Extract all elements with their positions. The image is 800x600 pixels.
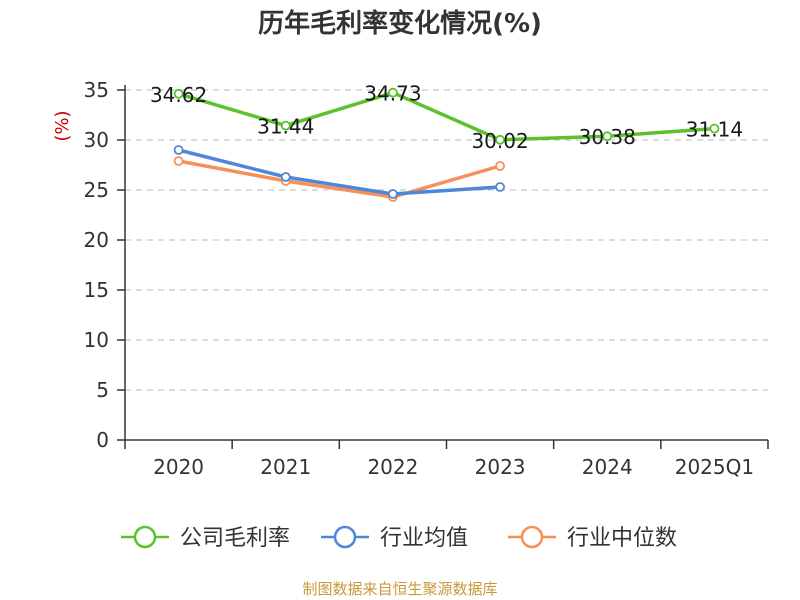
y-tick-label-10: 10: [84, 328, 109, 352]
source-note: 制图数据来自恒生聚源数据库: [302, 580, 497, 598]
data-label-2021: 31.44: [257, 115, 314, 139]
series-0: [173, 87, 720, 145]
data-labels: 34.62 31.44 34.73 30.02 30.38 31.14: [150, 82, 743, 153]
data-label-2024: 30.38: [579, 125, 636, 149]
series-0-point-2021: [280, 120, 291, 131]
series-0-point-2023: [495, 134, 505, 145]
series-1-point-2021: [280, 172, 291, 182]
series-0-point-2022: [388, 87, 398, 98]
y-tick-label-20: 20: [84, 228, 109, 252]
x-tick-label-2020: 2020: [153, 455, 204, 479]
series-lines: [173, 87, 720, 202]
x-tick-label-2025Q1: 2025Q1: [675, 455, 754, 479]
x-tick-label-2022: 2022: [367, 455, 418, 479]
legend-marker-2: [520, 525, 544, 549]
legend-label-1: 行业均值: [380, 526, 468, 551]
series-2-point-2020: [173, 156, 184, 166]
legend: 公司毛利率 行业均值 行业中位数: [121, 525, 677, 551]
y-tick-label-35: 35: [84, 78, 109, 102]
series-0-point-2024: [602, 131, 613, 142]
grid-lines: [125, 89, 768, 391]
series-1-point-2022: [388, 189, 398, 199]
y-tick-label-5: 5: [96, 378, 109, 402]
axes: 0 5 10 15 20 25 30 35 2020 2021 2022 2023 2024 2025Q1: [84, 78, 769, 479]
legend-item-2: 行业中位数: [508, 525, 677, 551]
data-label-2023: 30.02: [471, 129, 528, 153]
legend-marker-1: [333, 525, 357, 549]
series-0-point-2025Q1: [709, 123, 720, 134]
y-tick-label-15: 15: [84, 278, 109, 302]
data-label-2022: 34.73: [364, 82, 421, 106]
x-tick-label-2023: 2023: [475, 455, 526, 479]
legend-item-1: 行业均值: [321, 525, 468, 551]
data-label-2025Q1: 31.14: [686, 118, 743, 142]
series-2: [173, 156, 505, 202]
y-tick-label-25: 25: [84, 178, 109, 202]
x-tick-label-2021: 2021: [260, 455, 311, 479]
series-1-point-2020: [173, 145, 184, 155]
x-tick-label-2024: 2024: [582, 455, 633, 479]
legend-label-2: 行业中位数: [567, 526, 677, 551]
legend-item-0: 公司毛利率: [121, 525, 290, 551]
series-0-point-2020: [173, 88, 184, 99]
y-tick-label-0: 0: [96, 428, 109, 452]
series-line-2: [176, 159, 502, 199]
legend-marker-0: [133, 525, 157, 549]
series-1: [173, 145, 505, 199]
y-tick-label-30: 30: [84, 128, 109, 152]
data-label-2020: 34.62: [150, 83, 207, 107]
series-line-1: [176, 148, 502, 196]
legend-label-0: 公司毛利率: [180, 526, 290, 551]
series-1-point-2023: [495, 182, 505, 192]
series-2-point-2023: [495, 161, 505, 171]
chart-title: 历年毛利率变化情况(%): [258, 8, 542, 39]
y-axis-label: (%): [52, 110, 73, 141]
series-line-0: [176, 90, 717, 142]
